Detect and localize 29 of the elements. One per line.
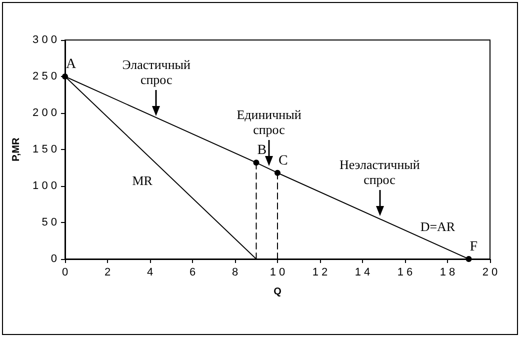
x-tick-label: 1 4 xyxy=(354,266,370,278)
y-tick-label: 1 5 0 xyxy=(32,144,57,156)
x-tick-label: 1 8 xyxy=(440,266,456,278)
x-axis-title: Q xyxy=(274,286,282,298)
y-tick-label: 0 xyxy=(50,253,57,265)
y-axis-title: P,MR xyxy=(11,136,22,162)
x-tick-label: 2 0 xyxy=(482,266,498,278)
annotation: Единичный спрос xyxy=(236,107,302,138)
data-label: C xyxy=(278,153,288,168)
annotation: Неэластичный спрос xyxy=(340,157,420,188)
x-tick-label: 8 xyxy=(232,266,238,278)
y-tick-label: 3 0 0 xyxy=(32,34,57,46)
x-tick-label: 2 xyxy=(104,266,111,278)
x-tick-label: 6 xyxy=(189,266,196,278)
x-tick-label: 0 xyxy=(62,266,68,278)
series-label: MR xyxy=(132,172,152,188)
y-tick-label: 2 5 0 xyxy=(32,70,57,82)
x-tick-label: 1 2 xyxy=(312,266,328,278)
y-tick-label: 2 0 0 xyxy=(32,107,57,119)
x-tick-label: 1 0 xyxy=(270,266,286,278)
data-label: B xyxy=(257,143,267,158)
x-tick-label: 1 6 xyxy=(397,266,413,278)
x-tick-label: 4 xyxy=(146,266,154,278)
data-label: A xyxy=(66,57,77,72)
annotation: Эластичный спрос xyxy=(121,56,192,87)
y-tick-label: 1 0 0 xyxy=(32,180,57,192)
series-label: D=AR xyxy=(420,219,456,234)
data-label: F xyxy=(470,240,478,254)
y-tick-label: 5 0 xyxy=(42,216,57,228)
